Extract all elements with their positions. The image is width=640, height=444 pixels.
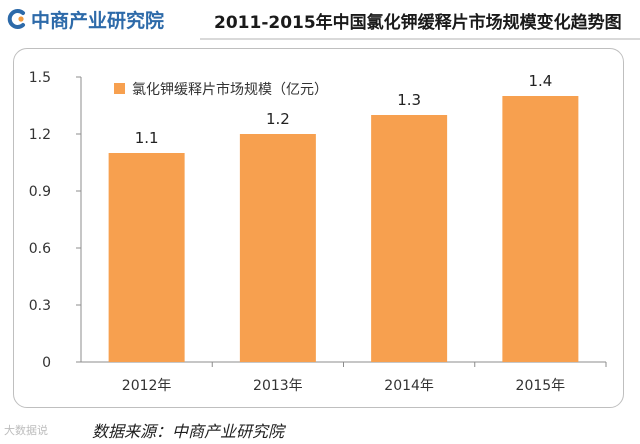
bar [108,153,185,362]
header-divider [200,38,640,40]
bar [371,115,448,362]
y-tick-label: 0.9 [29,184,51,200]
bar [502,96,579,362]
legend-swatch [114,83,125,94]
bar-chart: 0 0.3 0.6 0.9 1.2 1.5 1.1 2012年 1.2 2013年 1.3 2014年… [29,70,607,394]
logo-text: 中商产业研究院 [31,9,165,32]
page-title: 2011-2015年中国氯化钾缓释片市场规模变化趋势图 [214,13,622,33]
header: 中商产业研究院 2011-2015年中国氯化钾缓释片市场规模变化趋势图 [0,0,640,40]
data-label: 1.3 [397,91,421,109]
data-label: 1.2 [266,110,290,128]
chart-frame: 0 0.3 0.6 0.9 1.2 1.5 1.1 2012年 1.2 2013年 1.3 2014年… [13,48,624,408]
y-tick-label: 0 [42,355,51,371]
logo-c-icon [7,9,25,29]
x-tick-label: 2015年 [516,378,566,394]
y-tick-label: 1.2 [29,127,51,143]
watermark: 大数据说 [4,424,48,437]
legend-label: 氯化钾缓释片市场规模（亿元） [132,81,328,98]
data-label: 1.4 [528,72,552,90]
x-tick-label: 2014年 [384,378,434,394]
source-note: 数据来源：中商产业研究院 [92,422,285,441]
brand-logo: 中商产业研究院 [6,6,164,32]
x-tick-label: 2012年 [122,378,172,394]
y-tick-label: 0.6 [29,241,51,257]
x-tick-label: 2013年 [253,378,303,394]
y-tick-label: 1.5 [29,70,51,86]
y-tick-label: 0.3 [29,298,51,314]
data-label: 1.1 [135,129,159,147]
bar [239,134,316,362]
